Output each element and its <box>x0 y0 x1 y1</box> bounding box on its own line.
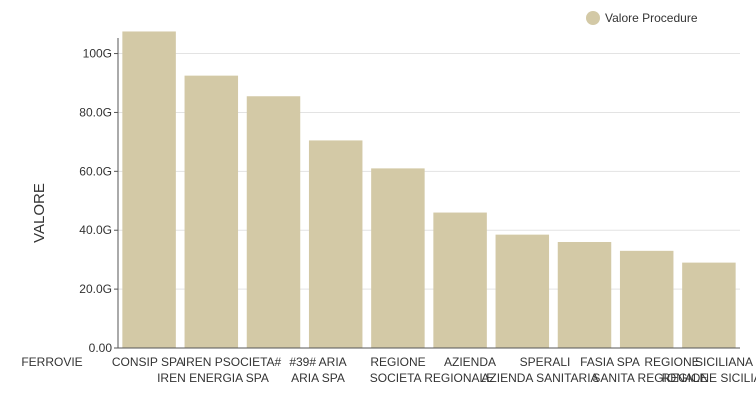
x-tick-label: SANITA REGIONALE <box>592 371 707 385</box>
bar[interactable] <box>246 96 301 348</box>
legend-swatch <box>586 11 600 25</box>
x-tick-label: IREN PSOCIETA# <box>183 355 282 369</box>
y-tick-label: 40.0G <box>79 223 112 237</box>
bar[interactable] <box>433 212 487 348</box>
x-tick-label: SICILIANA <box>695 355 753 369</box>
legend-label: Valore Procedure <box>605 11 698 25</box>
x-tick-label: IREN ENERGIA SPA <box>157 371 269 385</box>
bars-group <box>122 31 736 348</box>
x-tick-label: CONSIP SPA <box>112 355 184 369</box>
bar[interactable] <box>495 234 550 348</box>
x-tick-label: SOCIETA REGIONALE <box>370 371 494 385</box>
legend[interactable]: Valore Procedure <box>586 11 698 25</box>
x-tick-label: REGIONE <box>370 355 425 369</box>
y-tick-label: 80.0G <box>79 105 112 119</box>
y-axis-ticks: 0.00 20.0G 40.0G 60.0G 80.0G 100G <box>79 47 118 355</box>
x-tick-label: REGIONE SICILIANA <box>662 371 756 385</box>
x-tick-label: #39# ARIA <box>289 355 346 369</box>
y-tick-label: 0.00 <box>89 341 113 355</box>
bar[interactable] <box>557 242 612 348</box>
y-tick-label: 60.0G <box>79 164 112 178</box>
bar[interactable] <box>682 262 736 348</box>
y-tick-label: 20.0G <box>79 282 112 296</box>
x-tick-label: ARIA SPA <box>291 371 345 385</box>
x-tick-label: FASIA SPA <box>580 355 640 369</box>
bar[interactable] <box>308 140 363 348</box>
bar[interactable] <box>619 250 674 348</box>
x-tick-label: SPERALI <box>520 355 571 369</box>
y-axis-title: VALORE <box>31 183 48 243</box>
x-tick-label: AZIENDA <box>444 355 496 369</box>
bar[interactable] <box>122 31 176 348</box>
bar[interactable] <box>371 168 425 348</box>
x-tick-label: AZIENDA SANITARIA <box>481 371 598 385</box>
x-tick-label: FERROVIE <box>21 355 82 369</box>
y-tick-label: 100G <box>83 47 112 61</box>
x-tick-label: REGIONE <box>644 355 699 369</box>
bar[interactable] <box>184 75 239 348</box>
